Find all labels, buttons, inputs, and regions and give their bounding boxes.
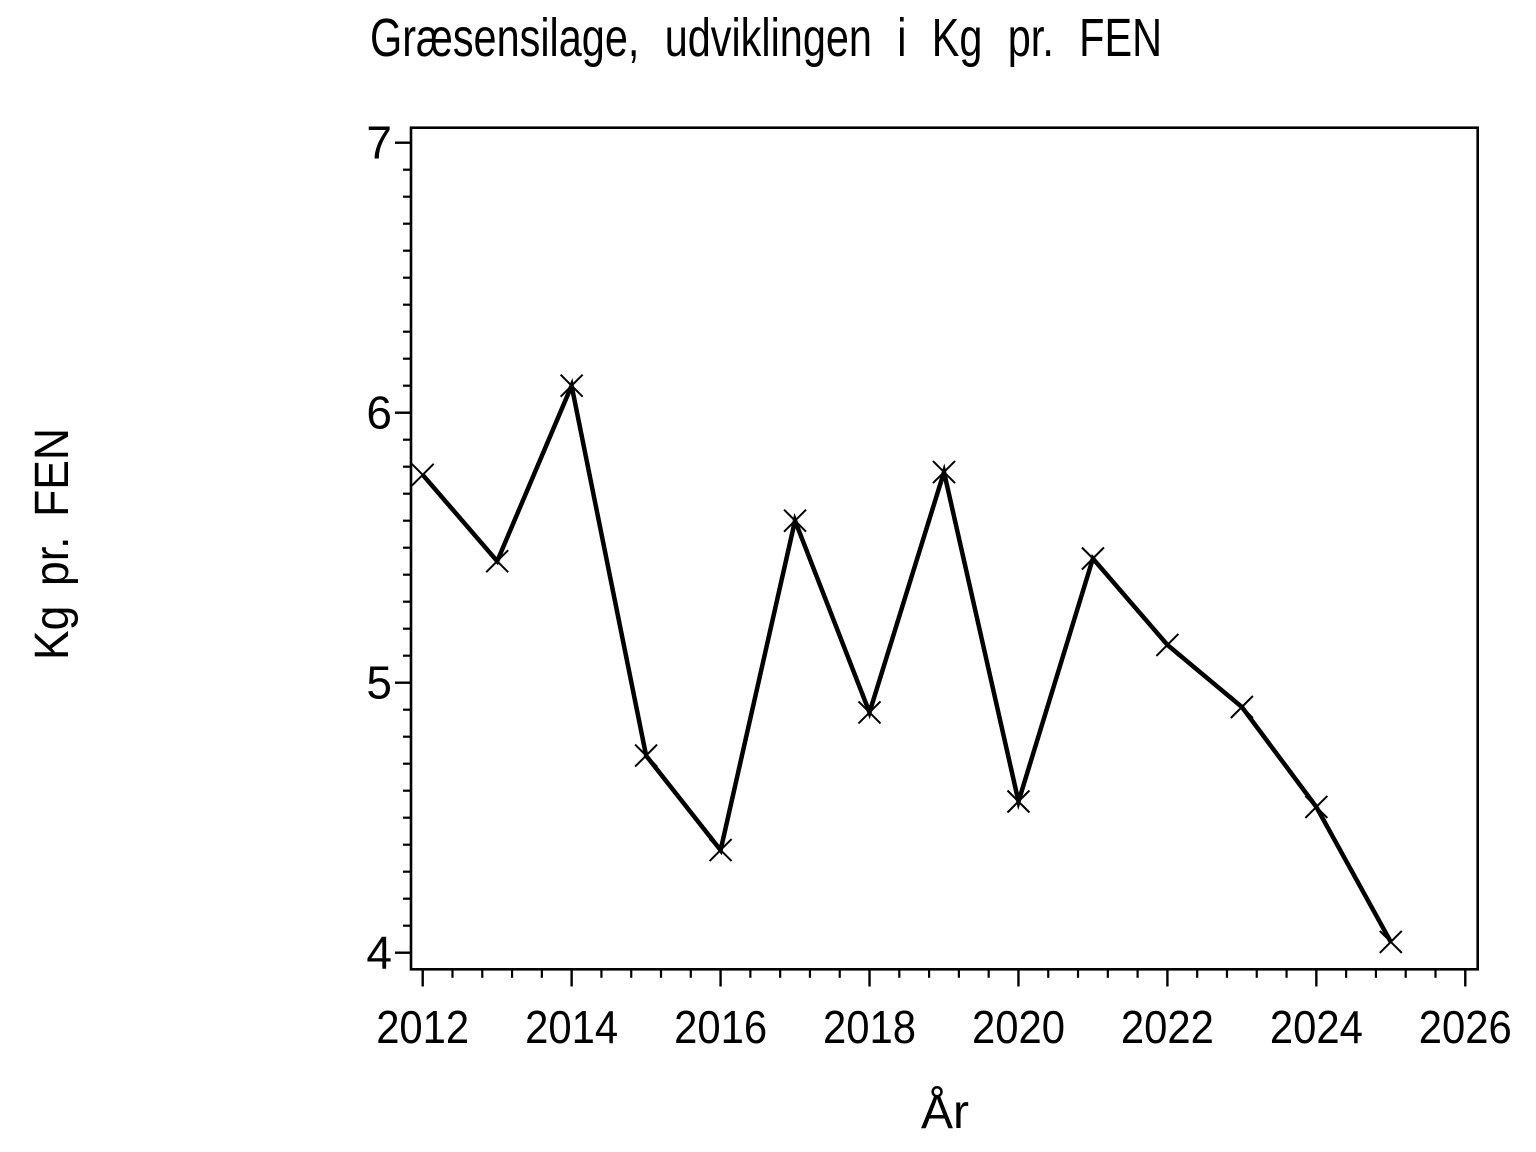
data-point-marker xyxy=(1230,695,1254,719)
data-point-marker xyxy=(1304,795,1329,819)
x-axis-label: År xyxy=(921,1086,969,1139)
axes-layer: 7 6 5 4 2012 2014 2016 2018 2020 2022 2024 2026 xyxy=(366,117,1511,1053)
chart-title: Græsensilage, udviklingen i Kg pr. FEN xyxy=(370,8,1162,68)
marker-stroke xyxy=(1230,695,1254,719)
series-layer xyxy=(410,373,1403,954)
data-point-marker xyxy=(1006,789,1031,814)
marker-stroke xyxy=(559,373,584,398)
x-tick-label: 2020 xyxy=(972,1001,1065,1053)
plot-frame xyxy=(409,126,1479,971)
x-tick-label: 2014 xyxy=(525,1001,618,1053)
x-tick-label: 2024 xyxy=(1270,1001,1363,1053)
data-point-marker xyxy=(1081,546,1105,571)
data-point-marker xyxy=(634,743,658,768)
y-axis-label: Kg pr. FEN xyxy=(26,428,79,660)
x-tick-label: 2012 xyxy=(376,1001,469,1053)
marker-stroke xyxy=(932,460,956,484)
data-point-marker xyxy=(1379,930,1403,954)
data-line xyxy=(420,378,1393,943)
data-point-marker xyxy=(485,549,509,573)
x-tick-label: 2016 xyxy=(674,1001,767,1053)
x-tick-label: 2022 xyxy=(1121,1001,1214,1053)
marker-stroke xyxy=(1379,930,1403,954)
marker-stroke xyxy=(1006,789,1031,814)
x-tick-label: 2018 xyxy=(823,1001,916,1053)
marker-stroke xyxy=(634,743,658,768)
marker-stroke xyxy=(708,838,733,862)
data-point-marker xyxy=(783,508,807,533)
marker-stroke xyxy=(410,463,435,487)
marker-stroke xyxy=(783,508,807,533)
marker-stroke xyxy=(1155,633,1180,657)
marker-stroke xyxy=(857,700,882,725)
data-point-marker xyxy=(410,463,435,487)
data-point-marker xyxy=(857,700,882,725)
y-tick-label: 7 xyxy=(366,117,392,169)
y-tick-label: 5 xyxy=(366,657,392,709)
x-tick-label: 2026 xyxy=(1419,1001,1512,1053)
data-point-marker xyxy=(559,373,584,398)
y-tick-label: 4 xyxy=(366,927,392,979)
data-point-marker xyxy=(708,838,733,862)
marker-stroke xyxy=(485,549,509,573)
data-point-marker xyxy=(932,460,956,484)
marker-stroke xyxy=(1304,795,1329,819)
data-point-marker xyxy=(1155,633,1180,657)
marker-stroke xyxy=(1081,546,1105,571)
y-tick-label: 6 xyxy=(366,387,392,439)
